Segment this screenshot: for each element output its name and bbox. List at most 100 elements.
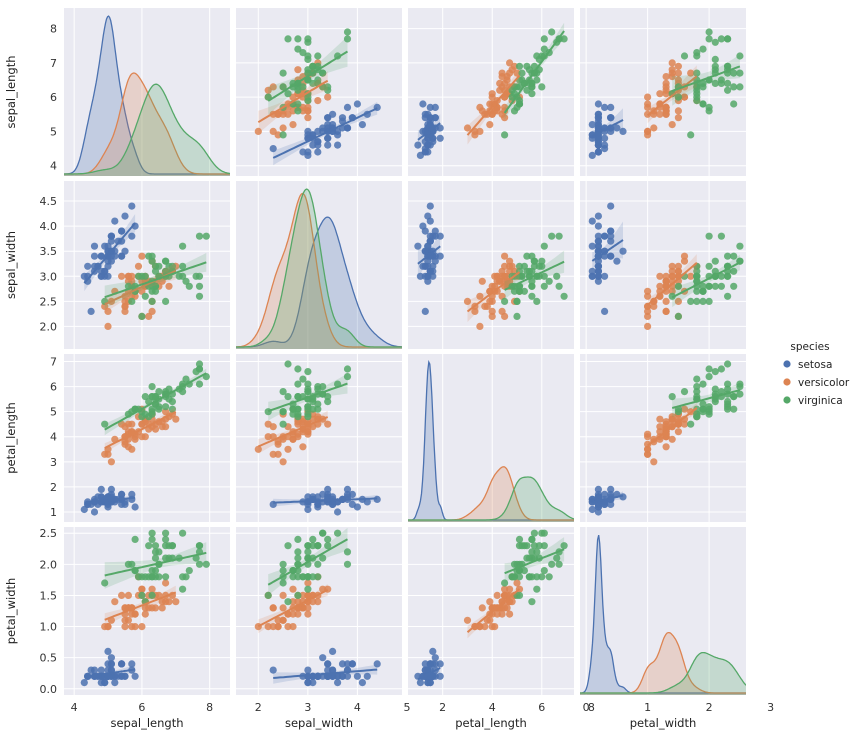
regression-line-virginica <box>671 65 741 92</box>
legend-label-versicolor: versicolor <box>798 377 850 389</box>
point-setosa <box>128 490 136 498</box>
point-virginica <box>730 252 738 260</box>
point-virginica <box>134 573 143 581</box>
point-virginica <box>705 297 713 305</box>
legend-marker-setosa <box>783 360 791 368</box>
point-versicolor <box>131 292 139 300</box>
point-setosa <box>601 103 609 111</box>
scatter-group <box>254 527 381 687</box>
point-versicolor <box>121 307 129 315</box>
point-setosa <box>601 307 609 315</box>
point-virginica <box>724 398 732 406</box>
point-setosa <box>353 100 361 108</box>
regression-line-virginica <box>104 551 207 577</box>
y-tick-label: 3 <box>50 456 57 469</box>
point-versicolor <box>508 598 516 606</box>
point-virginica <box>674 282 683 290</box>
regression-line-virginica <box>104 261 207 299</box>
point-versicolor <box>314 598 322 606</box>
point-virginica <box>151 542 160 550</box>
point-setosa <box>424 666 432 674</box>
point-versicolor <box>289 585 297 593</box>
x-tick-label: 3 <box>304 701 311 714</box>
point-virginica <box>279 560 287 568</box>
point-virginica <box>736 242 744 250</box>
point-virginica <box>730 282 738 290</box>
point-virginica <box>151 554 160 562</box>
point-virginica <box>730 267 738 275</box>
point-setosa <box>87 307 95 315</box>
point-virginica <box>693 69 701 77</box>
point-virginica <box>705 35 713 43</box>
point-versicolor <box>650 297 658 305</box>
point-versicolor <box>662 443 670 451</box>
point-setosa <box>114 672 122 680</box>
point-virginica <box>145 252 153 260</box>
point-virginica <box>141 292 149 300</box>
kde-fill-virginica <box>64 84 230 176</box>
y-tick-label: 4 <box>50 160 57 173</box>
point-virginica <box>294 535 302 544</box>
point-versicolor <box>121 616 129 624</box>
point-virginica <box>705 107 713 115</box>
y-tick-label: 5 <box>50 125 57 138</box>
point-versicolor <box>668 267 676 275</box>
point-virginica <box>179 529 187 537</box>
point-virginica <box>699 408 707 416</box>
point-virginica <box>680 52 689 60</box>
point-virginica <box>711 38 719 46</box>
point-setosa <box>128 202 136 210</box>
point-virginica <box>343 560 352 568</box>
point-virginica <box>284 598 292 606</box>
point-virginica <box>699 287 707 295</box>
point-setosa <box>607 237 615 245</box>
point-virginica <box>736 52 744 60</box>
point-setosa <box>436 672 444 680</box>
point-setosa <box>424 272 432 280</box>
x-tick-label: 8 <box>206 701 213 714</box>
regression-line-versicolor <box>104 591 177 621</box>
point-versicolor <box>304 604 312 612</box>
point-setosa <box>329 110 337 118</box>
point-versicolor <box>656 282 664 290</box>
point-virginica <box>168 405 176 413</box>
point-virginica <box>730 393 738 401</box>
point-versicolor <box>501 585 509 593</box>
point-virginica <box>693 388 701 396</box>
point-setosa <box>90 508 99 516</box>
kde-fill-setosa <box>580 535 746 695</box>
point-virginica <box>279 83 287 91</box>
point-versicolor <box>476 322 484 330</box>
point-virginica <box>151 548 160 556</box>
point-virginica <box>324 86 332 94</box>
point-setosa <box>594 212 603 220</box>
legend-marker-versicolor <box>783 378 791 386</box>
point-virginica <box>699 380 707 388</box>
point-versicolor <box>478 604 486 612</box>
point-versicolor <box>493 610 501 618</box>
y-tick-label: 4.5 <box>40 195 58 208</box>
point-setosa <box>424 141 432 149</box>
point-virginica <box>343 548 352 556</box>
kde-fill-versicolor <box>64 73 230 176</box>
point-virginica <box>693 52 701 60</box>
regression-line-setosa <box>273 497 378 504</box>
y-tick-label: 0.0 <box>40 683 58 696</box>
point-setosa <box>304 148 312 156</box>
point-virginica <box>525 573 534 581</box>
regression-line-versicolor <box>466 74 521 136</box>
point-versicolor <box>687 272 695 280</box>
point-virginica <box>515 573 524 581</box>
point-versicolor <box>662 272 670 280</box>
point-virginica <box>535 262 543 270</box>
point-virginica <box>540 529 548 537</box>
point-versicolor <box>104 322 112 330</box>
point-setosa <box>594 242 603 250</box>
panel-petal_length-vs-sepal_width <box>236 354 402 522</box>
point-setosa <box>97 485 105 493</box>
point-virginica <box>314 560 322 568</box>
point-setosa <box>90 252 99 260</box>
point-versicolor <box>644 93 652 101</box>
point-setosa <box>343 660 352 668</box>
point-setosa <box>329 647 337 656</box>
